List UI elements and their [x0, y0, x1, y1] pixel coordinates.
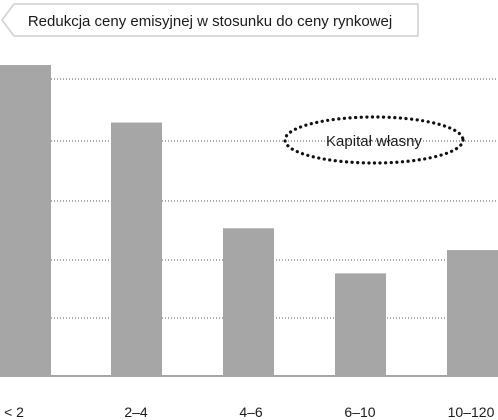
bar-1	[0, 65, 51, 376]
bar-5	[447, 250, 498, 376]
bar-2	[111, 122, 162, 376]
x-tick-label: 6–10	[344, 404, 375, 420]
bar-3	[223, 228, 274, 376]
x-tick-label: 10–120	[448, 404, 495, 420]
legend: Kapitał własny	[283, 115, 465, 165]
x-tick-label: < 2	[4, 404, 24, 420]
x-tick-label: 4–6	[239, 404, 263, 420]
bar-4	[335, 273, 386, 376]
bars-group	[0, 65, 498, 376]
legend-label: Kapitał własny	[326, 133, 422, 150]
legend-ellipse	[283, 115, 465, 165]
chart-title: Redukcja ceny emisyjnej w stosunku do ce…	[28, 13, 392, 30]
title-box	[1, 3, 419, 37]
x-tick-label: 2–4	[124, 404, 148, 420]
x-tick-labels: < 2 2–4 4–6 6–10 10–120	[4, 404, 495, 420]
